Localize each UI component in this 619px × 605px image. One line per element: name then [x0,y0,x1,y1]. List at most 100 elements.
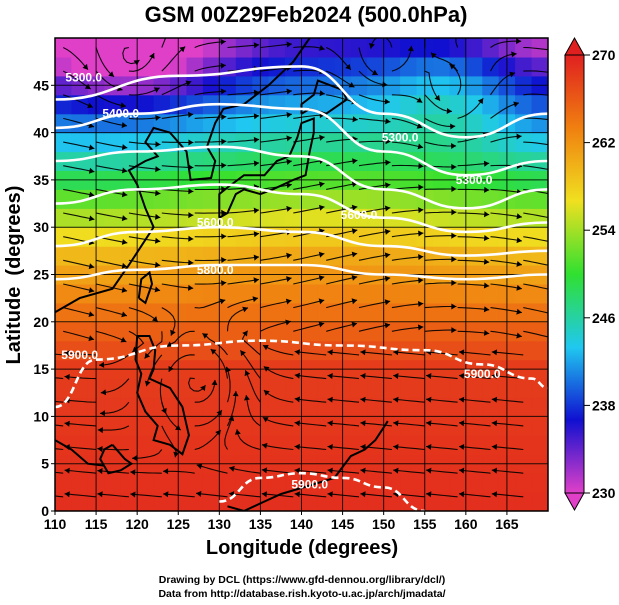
streamline [63,259,95,268]
streamline-arrow [202,333,209,339]
field-cell [301,189,319,209]
field-cell [285,284,303,304]
streamline [95,141,128,149]
field-cell [301,473,319,493]
streamline-arrow [459,396,465,403]
streamline-arrow [451,232,457,239]
field-cell [120,302,138,323]
field-cell [55,113,72,134]
streamline [128,307,159,323]
streamline [358,277,391,285]
x-tick-label: 155 [413,516,437,532]
streamline-arrow [451,164,457,170]
streamline-arrow [221,162,227,169]
streamline [327,469,360,474]
field-cell [120,56,138,77]
streamline [210,348,229,379]
field-cell [449,492,467,511]
streamline [490,330,522,338]
streamline-arrow [188,235,194,242]
streamline [490,283,522,290]
streamline-arrow [121,215,128,222]
field-cell [383,38,401,58]
field-cell [531,227,548,247]
streamline [244,370,261,403]
streamline-arrow [253,42,260,49]
field-cell [55,473,72,493]
contour-labels: 5300.0 5400.0 5300.0 5300.0 5600.0 5600.0 5800… [61,71,501,492]
streamline [194,188,227,191]
contour-label: 5600.0 [341,208,378,222]
x-axis-ticks: 110 115 120 125 130 135 140 145 150 155 160 165 [44,511,519,532]
field-cell [186,340,204,361]
field-cell [515,378,533,399]
field-cell [202,321,220,342]
streamline-arrow [219,298,226,305]
streamline [236,429,261,451]
field-cell [120,473,138,493]
field-cell [367,189,385,209]
streamline-arrow [253,113,260,120]
streamline-arrow [418,301,424,307]
field-cell [268,113,286,134]
streamline-arrow [64,420,70,427]
streamline [194,212,227,214]
field-cell [202,284,220,304]
streamline [457,307,490,311]
field-cell [531,284,548,304]
field-cell [285,473,303,493]
streamline [358,140,391,143]
streamline-arrow [225,366,231,373]
streamline-arrow [294,420,300,427]
field-cell [268,378,286,399]
field-cell [383,435,401,455]
streamline [424,117,456,127]
streamline-arrow [130,469,136,476]
streamline [55,377,64,380]
streamline-arrow [549,287,555,293]
streamline-arrow [221,209,227,216]
field-cell [104,397,122,417]
streamline [263,365,294,380]
field-cell [400,246,418,266]
streamline-arrow [451,143,457,149]
streamline-arrow [418,254,424,260]
field-cell [268,208,286,228]
streamline [263,389,294,403]
field-cell [400,416,418,436]
streamline [358,161,391,167]
field-cell [219,302,237,323]
streamline [491,351,524,356]
field-cell [104,246,122,266]
streamline-arrow [221,257,227,263]
field-cell [383,151,401,171]
field-cell [104,189,122,209]
field-cell [433,208,450,228]
field-cell [400,302,418,323]
streamline-arrow [351,321,357,328]
streamline [393,398,425,403]
field-cell [400,94,418,115]
field-cell [531,38,548,58]
field-cell [55,189,72,209]
streamline-arrow [451,327,457,334]
x-tick-label: 165 [495,516,519,532]
field-cell [383,397,401,417]
streamline [391,232,424,238]
field-cell [153,302,171,323]
streamline [97,493,129,498]
streamline-arrow [459,349,465,356]
streamline [63,330,95,341]
field-cell [515,302,533,323]
streamline [161,212,194,216]
streamline-arrow [121,311,127,318]
streamline-arrow [87,102,93,109]
field-cell [153,397,171,417]
streamline [455,38,459,48]
field-cell [285,94,303,115]
coastline [137,270,154,305]
field-cell [71,302,89,323]
streamline-arrow [188,111,194,118]
streamline [523,236,548,242]
streamline [194,116,227,119]
